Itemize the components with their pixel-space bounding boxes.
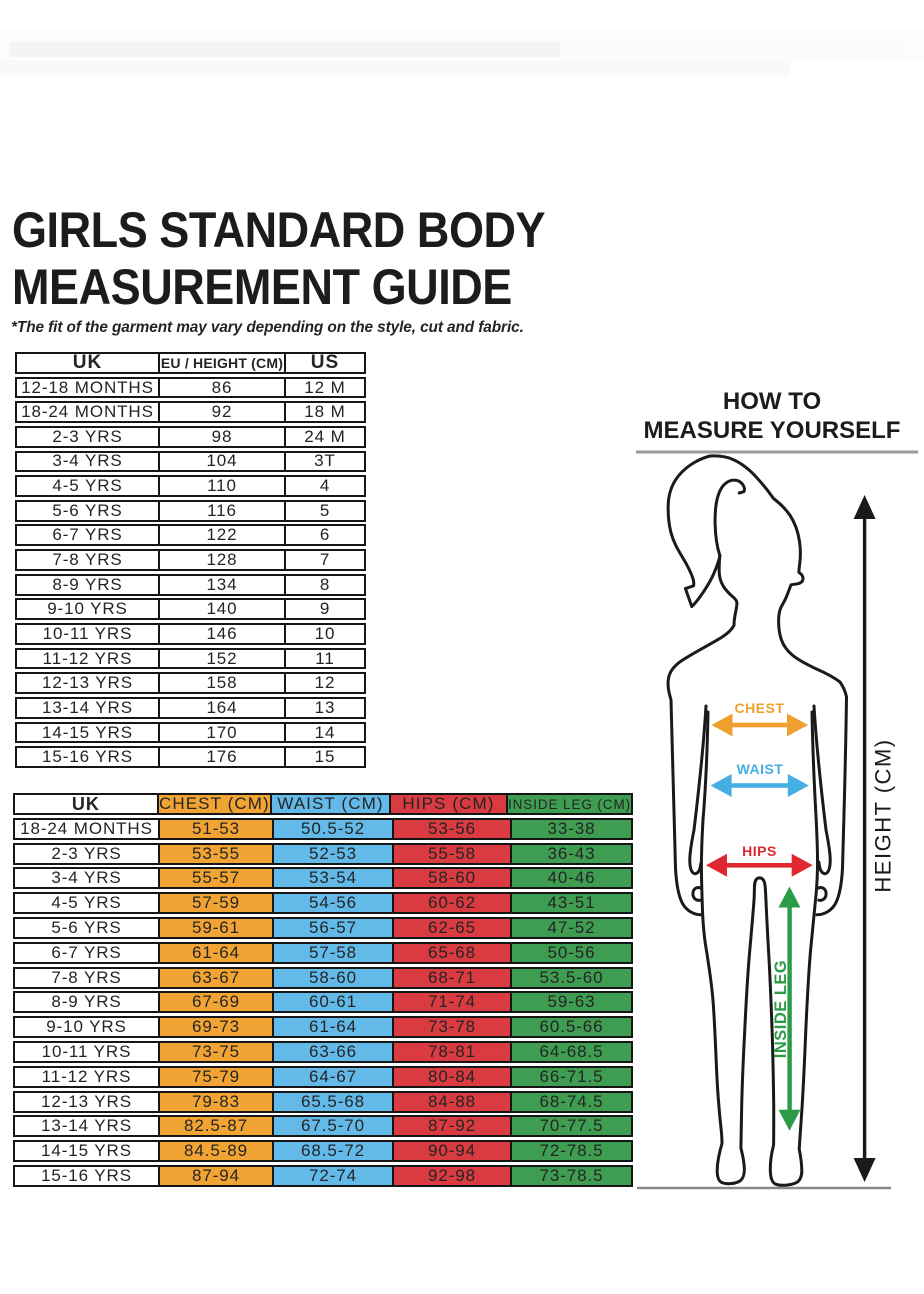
- svg-text:INSIDE LEG: INSIDE LEG: [772, 960, 790, 1059]
- svg-text:HEIGHT (CM): HEIGHT (CM): [871, 738, 896, 892]
